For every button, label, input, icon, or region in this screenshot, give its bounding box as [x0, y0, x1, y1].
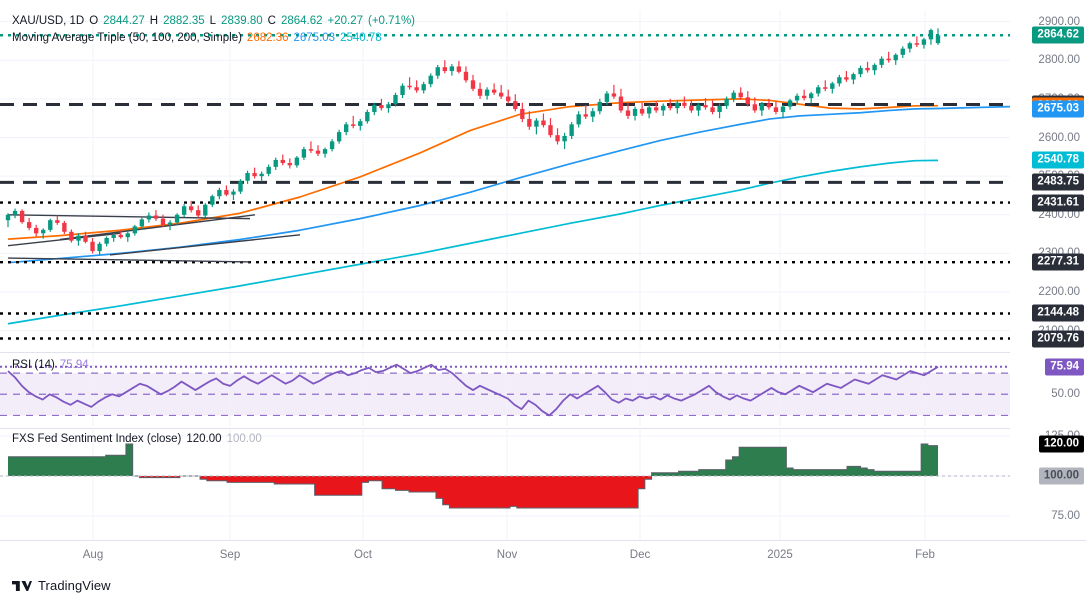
- ma50-value: 2682.36: [246, 32, 289, 44]
- rsi-legend: RSI (14) 75.94: [12, 358, 94, 372]
- price-tag-level-2483[interactable]: 2483.75: [1032, 173, 1084, 191]
- open-value: 2844.27: [103, 15, 145, 27]
- open-label: O: [89, 15, 99, 27]
- change-value: +20.27: [327, 15, 364, 27]
- sentiment-tag[interactable]: 100.00: [1038, 467, 1084, 485]
- price-tick: 2800.00: [1038, 54, 1080, 67]
- time-tick: Aug: [82, 549, 104, 561]
- sentiment-baseline: 100.00: [226, 433, 262, 445]
- close-value: 2864.62: [280, 15, 323, 27]
- sentiment-title[interactable]: FXS Fed Sentiment Index (close): [12, 433, 182, 445]
- sentiment-plot[interactable]: [0, 428, 1010, 540]
- price-tag-ma100[interactable]: 2675.03: [1032, 100, 1084, 117]
- price-tag-ma200[interactable]: 2540.78: [1032, 151, 1084, 169]
- tradingview-logo-icon: [12, 579, 32, 593]
- time-tick: Feb: [915, 549, 935, 561]
- rsi-axis[interactable]: 50.00 75.94: [1010, 352, 1086, 426]
- pane-divider: [0, 428, 1010, 429]
- rsi-tick: 50.00: [1051, 388, 1080, 401]
- price-tag-last-price[interactable]: 2864.62: [1032, 26, 1084, 44]
- sentiment-legend: FXS Fed Sentiment Index (close) 120.00 100…: [12, 432, 267, 446]
- high-label: H: [149, 15, 159, 27]
- change-percent: (+0.71%): [368, 15, 415, 27]
- tradingview-brand: TradingView: [38, 578, 111, 593]
- price-tag-level-2431[interactable]: 2431.61: [1032, 194, 1084, 212]
- time-axis[interactable]: Aug Sep Oct Nov Dec 2025 Feb: [0, 540, 1086, 573]
- sentiment-tag[interactable]: 120.00: [1038, 435, 1084, 453]
- price-tick: 2400.00: [1038, 208, 1080, 221]
- sentiment-value: 120.00: [186, 433, 222, 445]
- rsi-value: 75.94: [59, 359, 89, 371]
- price-axis[interactable]: 2900.002800.002700.002600.002500.002400.…: [1010, 10, 1086, 350]
- low-label: L: [209, 15, 217, 27]
- rsi-title[interactable]: RSI (14): [12, 359, 55, 371]
- price-tick: 2200.00: [1038, 286, 1080, 299]
- close-label: C: [267, 15, 276, 27]
- symbol-label[interactable]: XAU/USD, 1D: [12, 15, 85, 27]
- price-plot[interactable]: [0, 10, 1010, 350]
- pane-divider: [0, 352, 1010, 353]
- price-tick: 2600.00: [1038, 131, 1080, 144]
- rsi-tag[interactable]: 75.94: [1045, 358, 1084, 376]
- ma200-value: 2540.78: [340, 32, 382, 44]
- price-tag-level-2079[interactable]: 2079.76: [1032, 330, 1084, 347]
- price-tick: 2900.00: [1038, 15, 1080, 28]
- sentiment-tick: 75.00: [1051, 510, 1080, 522]
- price-tag-level-2277[interactable]: 2277.31: [1032, 253, 1084, 271]
- time-tick: Oct: [354, 549, 372, 561]
- moving-average-legend: Moving Average Triple (50, 100, 200, Sim…: [12, 31, 387, 45]
- ma-title[interactable]: Moving Average Triple (50, 100, 200, Sim…: [12, 32, 242, 44]
- time-tick: Dec: [629, 549, 651, 561]
- rsi-pane: 50.00 75.94: [0, 352, 1086, 426]
- footer: TradingView: [12, 578, 111, 593]
- time-tick: Nov: [496, 549, 518, 561]
- time-tick: 2025: [767, 549, 793, 561]
- ma100-value: 2675.03: [293, 32, 336, 44]
- price-tag-level-2144[interactable]: 2144.48: [1032, 304, 1084, 322]
- price-pane: 2900.002800.002700.002600.002500.002400.…: [0, 10, 1086, 350]
- price-legend: XAU/USD, 1D O 2844.27 H 2882.35 L 2839.80 C 2864…: [12, 14, 420, 28]
- high-value: 2882.35: [163, 15, 205, 27]
- low-value: 2839.80: [221, 15, 263, 27]
- rsi-plot[interactable]: [0, 352, 1010, 426]
- time-tick: Sep: [219, 549, 241, 561]
